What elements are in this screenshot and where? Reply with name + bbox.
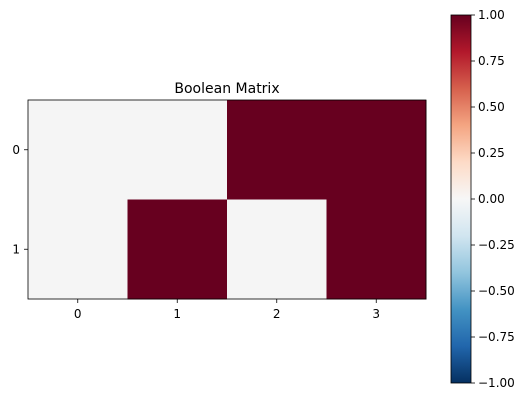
colorbar-tick-label: −0.50 xyxy=(478,284,515,298)
colorbar-tick-label: 0.25 xyxy=(478,146,505,160)
heatmap-cell xyxy=(227,100,327,200)
heatmap-cells xyxy=(28,100,427,300)
x-tick-label: 3 xyxy=(372,307,380,321)
x-tick-label: 0 xyxy=(74,307,82,321)
heatmap-cell xyxy=(28,199,128,300)
heatmap-cell xyxy=(28,100,128,200)
heatmap-cell xyxy=(127,100,228,200)
colorbar-axis: 1.00 0.75 0.50 0.25 0.00 −0.25 −0.50 −0.75 −1.00 xyxy=(471,8,515,390)
x-tick-label: 2 xyxy=(273,307,281,321)
colorbar-tick-label: −0.25 xyxy=(478,238,515,252)
y-tick-label: 0 xyxy=(12,143,20,157)
heatmap-cell xyxy=(326,100,427,200)
plot-frame xyxy=(27,99,427,300)
colorbar xyxy=(450,14,472,384)
colorbar-tick-label: 1.00 xyxy=(478,8,505,22)
y-axis: 01 xyxy=(12,143,28,256)
colorbar-tick-label: 0.75 xyxy=(478,54,505,68)
x-axis: 0 1 2 3 xyxy=(74,299,380,321)
colorbar-tick-label: −1.00 xyxy=(478,376,515,390)
colorbar-tick-label: 0.50 xyxy=(478,100,505,114)
chart-title: Boolean Matrix xyxy=(174,81,279,97)
heatmap-cell xyxy=(127,199,228,300)
x-tick-label: 1 xyxy=(173,307,181,321)
heatmap-cell xyxy=(326,199,427,300)
y-tick-label: 1 xyxy=(12,242,20,256)
heatmap-cell xyxy=(227,199,327,300)
colorbar-tick-label: −0.75 xyxy=(478,330,515,344)
colorbar-tick-label: 0.00 xyxy=(478,192,505,206)
